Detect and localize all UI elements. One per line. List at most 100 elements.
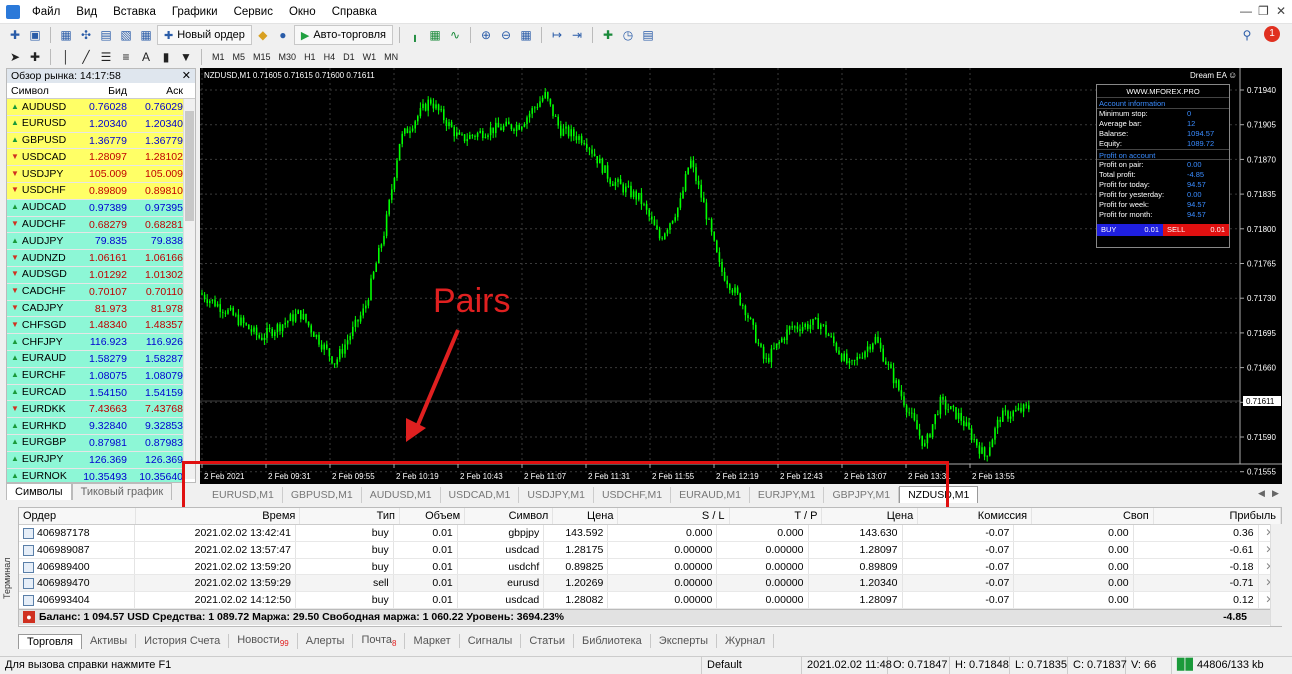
chart-window[interactable]: 0.71940 0.71905 0.71870 0.71835 0.71800 0.717… xyxy=(200,68,1282,484)
market-watch-row[interactable]: ▲ EURGBP 0.87981 0.87983 xyxy=(7,434,183,452)
auto-scroll-icon[interactable]: ↦ xyxy=(551,28,563,42)
market-watch-icon[interactable]: ▦ xyxy=(60,28,72,42)
vertical-line-icon[interactable]: │ xyxy=(62,50,70,64)
terminal-scrollbar[interactable] xyxy=(1270,524,1282,626)
tab-1[interactable]: Активы xyxy=(82,634,137,648)
cursor-icon[interactable]: ➤ xyxy=(9,50,21,64)
market-watch-row[interactable]: ▼ AUDNZD 1.06161 1.06166 xyxy=(7,250,183,267)
zoom-in-icon[interactable]: ⊕ xyxy=(480,28,492,42)
line-chart-icon[interactable]: ∿ xyxy=(449,28,461,42)
menu-item-6[interactable]: Справка xyxy=(331,5,377,18)
market-watch-row[interactable]: ▼ AUDSGD 1.01292 1.01302 xyxy=(7,266,183,284)
periods-icon[interactable]: ◷ xyxy=(622,28,634,42)
market-watch-row[interactable]: ▲ GBPUSD 1.36779 1.36779 xyxy=(7,132,183,150)
candle-chart-icon[interactable]: ▦ xyxy=(429,28,441,42)
tile-windows-icon[interactable]: ▦ xyxy=(520,28,532,42)
metaeditor-icon[interactable]: ◆ xyxy=(258,28,268,42)
status-profile[interactable]: Default xyxy=(702,657,802,674)
close-order-icon[interactable]: ✕ xyxy=(1259,592,1281,608)
fibo-icon[interactable]: ≡ xyxy=(122,50,130,64)
table-row[interactable]: 406989087 2021.02.02 13:57:47 buy 0.01 usdca… xyxy=(19,541,1281,559)
col-header[interactable]: T / P xyxy=(730,508,823,524)
terminal-icon[interactable]: ▧ xyxy=(120,28,132,42)
scrollbar-thumb[interactable] xyxy=(185,111,194,221)
chart-tab-gbpusd[interactable]: GBPUSD,M1 xyxy=(283,487,362,503)
new-order-button[interactable]: ✚ Новый ордер xyxy=(157,25,252,45)
timeframe-H4[interactable]: H4 xyxy=(323,52,336,62)
market-watch-row[interactable]: ▼ AUDCHF 0.68279 0.68281 xyxy=(7,216,183,234)
market-watch-row[interactable]: ▲ EURHKD 9.32840 9.32853 xyxy=(7,418,183,435)
market-watch-row[interactable]: ▼ CHFSGD 1.48340 1.48357 xyxy=(7,317,183,335)
market-watch-row[interactable]: ▼ EURDKK 7.43663 7.43768 xyxy=(7,401,183,419)
col-header[interactable]: Комиссия xyxy=(918,508,1033,524)
timeframe-M15[interactable]: M15 xyxy=(253,52,271,62)
col-header[interactable]: Символ xyxy=(465,508,554,524)
chart-tab-usdcad[interactable]: USDCAD,M1 xyxy=(441,487,520,503)
chart-tab-nzdusd[interactable]: NZDUSD,M1 xyxy=(899,486,979,503)
chart-tab-eurjpy[interactable]: EURJPY,M1 xyxy=(750,487,825,503)
market-watch-row[interactable]: ▼ USDCAD 1.28097 1.28102 xyxy=(7,149,183,167)
chart-tab-usdjpy[interactable]: USDJPY,M1 xyxy=(519,487,594,503)
label-icon[interactable]: ▮ xyxy=(162,50,170,64)
col-header[interactable]: Цена xyxy=(822,508,919,524)
new-chart-icon[interactable]: ✚ xyxy=(9,28,21,42)
tab-9[interactable]: Библиотека xyxy=(574,634,651,648)
col-header[interactable]: Своп xyxy=(1032,508,1154,524)
tester-icon[interactable]: ▦ xyxy=(140,28,152,42)
chart-shift-icon[interactable]: ⇥ xyxy=(571,28,583,42)
close-order-icon[interactable]: ✕ xyxy=(1259,525,1281,541)
data-window-icon[interactable]: ▤ xyxy=(100,28,112,42)
bar-chart-icon[interactable]: ╻ xyxy=(411,28,419,42)
table-row[interactable]: 406989470 2021.02.02 13:59:29 sell 0.01 euru… xyxy=(19,575,1281,593)
notification-badge-icon[interactable]: 1 xyxy=(1264,26,1280,42)
tab-7[interactable]: Сигналы xyxy=(460,634,522,648)
market-watch-row[interactable]: ▼ USDCHF 0.89809 0.89810 xyxy=(7,182,183,200)
profiles-icon[interactable]: ▣ xyxy=(29,28,41,42)
chart-tab-euraud[interactable]: EURAUD,M1 xyxy=(671,487,750,503)
market-watch-row[interactable]: ▼ CADCHF 0.70107 0.70110 xyxy=(7,283,183,301)
menu-item-4[interactable]: Сервис xyxy=(233,5,273,18)
tab-10[interactable]: Эксперты xyxy=(651,634,718,648)
col-symbol[interactable]: Символ xyxy=(11,84,49,97)
menu-item-1[interactable]: Вид xyxy=(76,5,98,18)
trend-line-icon[interactable]: ╱ xyxy=(82,50,90,64)
table-row[interactable]: 406989400 2021.02.02 13:59:20 buy 0.01 usdch… xyxy=(19,558,1281,576)
menu-item-2[interactable]: Вставка xyxy=(113,5,156,18)
market-watch-row[interactable]: ▲ AUDCAD 0.97389 0.97395 xyxy=(7,199,183,217)
text-icon[interactable]: A xyxy=(141,50,150,64)
col-header[interactable]: S / L xyxy=(618,508,730,524)
chart-tab-gbpjpy[interactable]: GBPJPY,M1 xyxy=(824,487,900,503)
market-watch-row[interactable]: ▲ EURCAD 1.54150 1.54159 xyxy=(7,384,183,402)
close-icon[interactable]: ✕ xyxy=(1276,4,1287,18)
col-header[interactable]: Объем xyxy=(400,508,466,524)
tab-3[interactable]: Новости99 xyxy=(229,632,298,650)
close-icon[interactable]: ✕ xyxy=(181,70,191,82)
menu-item-3[interactable]: Графики xyxy=(171,5,218,18)
col-header[interactable]: Тип xyxy=(300,508,400,524)
chart-tab-eurusd[interactable]: EURUSD,M1 xyxy=(204,487,283,503)
crosshair-icon[interactable]: ✚ xyxy=(29,50,41,64)
sell-button[interactable]: SELL 0.01 xyxy=(1163,224,1229,236)
tab-0[interactable]: Торговля xyxy=(18,633,82,649)
timeframe-W1[interactable]: W1 xyxy=(362,52,377,62)
market-watch-row[interactable]: ▲ EURAUD 1.58279 1.58287 xyxy=(7,350,183,368)
chart-tab-audusd[interactable]: AUDUSD,M1 xyxy=(362,487,441,503)
col-bid[interactable]: Бид xyxy=(108,85,127,97)
market-watch-row[interactable]: ▲ EURUSD 1.20340 1.20340 xyxy=(7,115,183,133)
table-row[interactable]: 406987178 2021.02.02 13:42:41 buy 0.01 gbpjp… xyxy=(19,525,1281,542)
market-watch-row[interactable]: ▲ EURNOK 10.35493 10.35640 xyxy=(7,468,183,486)
market-watch-row[interactable]: ▲ EURCHF 1.08075 1.08079 xyxy=(7,367,183,385)
table-row[interactable]: 406993404 2021.02.02 14:12:50 buy 0.01 usdca… xyxy=(19,592,1281,609)
close-order-icon[interactable]: ✕ xyxy=(1259,542,1281,558)
menu-item-5[interactable]: Окно xyxy=(288,5,316,18)
tab-2[interactable]: История Счета xyxy=(136,634,230,648)
templates-icon[interactable]: ▤ xyxy=(642,28,654,42)
minimize-icon[interactable]: — xyxy=(1240,4,1252,18)
tab-11[interactable]: Журнал xyxy=(717,634,775,648)
col-ask[interactable]: Аск xyxy=(166,85,183,97)
tab-8[interactable]: Статьи xyxy=(521,634,574,648)
timeframe-MN[interactable]: MN xyxy=(384,52,399,62)
menu-item-0[interactable]: Файл xyxy=(32,5,61,18)
tab-tick-chart[interactable]: Тиковый график xyxy=(71,483,173,500)
close-order-icon[interactable]: ✕ xyxy=(1259,559,1281,575)
